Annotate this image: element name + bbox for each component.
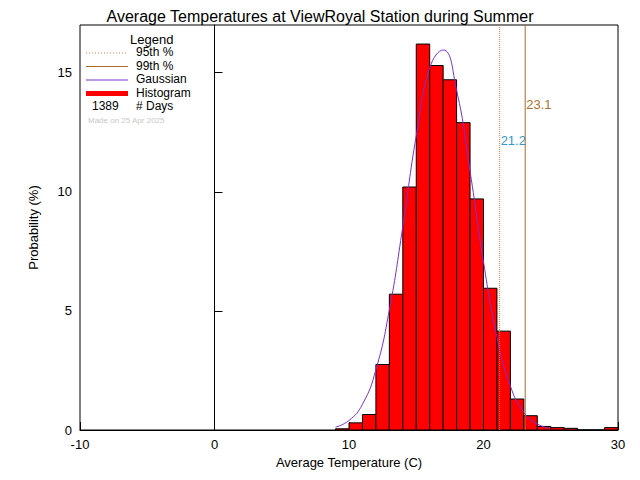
svg-text:0: 0 [211, 437, 218, 452]
svg-text:10: 10 [342, 437, 356, 452]
svg-text:Average Temperatures at ViewRo: Average Temperatures at ViewRoyal Statio… [107, 8, 535, 25]
svg-text:95th %: 95th % [136, 45, 174, 59]
svg-text:99th %: 99th % [136, 59, 174, 73]
svg-text:21.2: 21.2 [501, 133, 526, 148]
svg-text:15: 15 [58, 65, 72, 80]
svg-text:30: 30 [611, 437, 625, 452]
svg-text:Histogram: Histogram [136, 86, 191, 100]
svg-text:1389: 1389 [92, 99, 119, 113]
svg-text:Probability (%): Probability (%) [26, 185, 41, 270]
svg-text:Average Temperature (C): Average Temperature (C) [276, 455, 422, 470]
svg-text:Gaussian: Gaussian [136, 72, 187, 86]
svg-text:5: 5 [65, 303, 72, 318]
svg-text:0: 0 [65, 423, 72, 438]
svg-text:10: 10 [58, 184, 72, 199]
svg-text:20: 20 [476, 437, 490, 452]
svg-text:# Days: # Days [136, 99, 173, 113]
svg-text:Made on 25 Apr 2025: Made on 25 Apr 2025 [88, 116, 165, 125]
svg-text:Legend: Legend [130, 32, 174, 47]
svg-text:23.1: 23.1 [526, 97, 551, 112]
svg-text:-10: -10 [71, 437, 90, 452]
